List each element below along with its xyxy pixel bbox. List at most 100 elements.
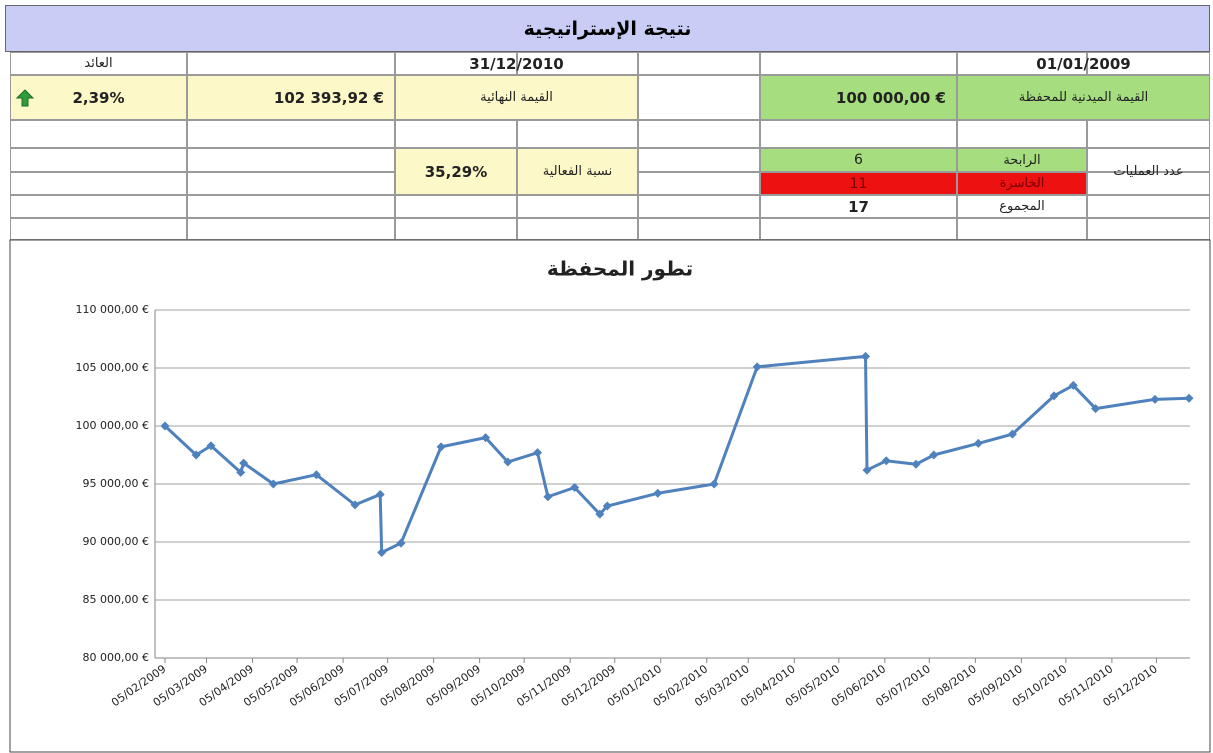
- data-point: [602, 501, 612, 511]
- start-date: 01/01/2009: [957, 52, 1210, 75]
- cell: [10, 172, 187, 195]
- cell: [760, 218, 957, 240]
- cell: [10, 120, 187, 148]
- cell: [638, 75, 760, 120]
- cell: [638, 218, 760, 240]
- cell: [395, 120, 517, 148]
- cell: [517, 218, 638, 240]
- x-tick-label: 05/05/2009: [241, 662, 300, 709]
- y-tick-label: 95 000,00 €: [83, 477, 149, 490]
- x-tick-label: 05/06/2010: [829, 662, 888, 709]
- cell: [1087, 218, 1210, 240]
- data-point: [436, 442, 446, 452]
- cell: [760, 120, 957, 148]
- data-point: [503, 457, 513, 467]
- trades-label: عدد العمليات: [1087, 148, 1210, 195]
- losing-count: 11: [760, 172, 957, 195]
- x-tick-label: 05/07/2009: [332, 662, 391, 709]
- cell: [187, 120, 395, 148]
- x-tick-label: 05/02/2009: [109, 662, 168, 709]
- data-point: [709, 479, 719, 489]
- x-tick-label: 05/08/2009: [378, 662, 437, 709]
- data-point: [911, 459, 921, 469]
- x-tick-label: 05/11/2010: [1056, 662, 1115, 709]
- data-point: [206, 441, 216, 451]
- data-point: [1184, 393, 1194, 403]
- cell: [957, 218, 1087, 240]
- cell: [10, 218, 187, 240]
- cell: [187, 52, 395, 75]
- cell: [395, 218, 517, 240]
- final-value: 102 393,92 €: [187, 75, 395, 120]
- data-point: [1007, 429, 1017, 439]
- data-point: [752, 362, 762, 372]
- data-point: [881, 456, 891, 466]
- data-point: [481, 433, 491, 443]
- return-cell: 2,39%: [10, 75, 187, 120]
- data-point: [268, 479, 278, 489]
- cell: [1087, 195, 1210, 218]
- sheet-title: نتيجة الإستراتيجية: [5, 5, 1210, 52]
- data-point: [311, 470, 321, 480]
- chart-title: تطور المحفظة: [547, 257, 693, 281]
- data-point: [929, 450, 939, 460]
- winning-count: 6: [760, 148, 957, 172]
- x-tick-label: 05/03/2010: [692, 662, 751, 709]
- x-tick-label: 05/01/2010: [605, 662, 664, 709]
- cell: [187, 218, 395, 240]
- efficiency-label: نسبة الفعالية: [517, 148, 638, 195]
- cell: [517, 120, 638, 148]
- cell: [187, 195, 395, 218]
- data-point: [377, 547, 387, 557]
- chart-frame: [9, 239, 1211, 753]
- x-tick-label: 05/04/2010: [738, 662, 797, 709]
- data-point: [543, 492, 553, 502]
- winning-label: الرابحة: [957, 148, 1087, 172]
- cell: [517, 195, 638, 218]
- data-point: [350, 500, 360, 510]
- data-point: [1049, 391, 1059, 401]
- x-tick-label: 05/02/2010: [651, 662, 710, 709]
- x-tick-label: 05/12/2010: [1100, 662, 1159, 709]
- x-tick-label: 05/04/2009: [197, 662, 256, 709]
- x-tick-label: 05/05/2010: [783, 662, 842, 709]
- data-point: [653, 488, 663, 498]
- up-arrow-icon: [15, 89, 35, 107]
- data-point: [160, 421, 170, 431]
- losing-label: الخاسرة: [957, 172, 1087, 195]
- data-point: [861, 351, 871, 361]
- cell: [395, 195, 517, 218]
- data-point: [191, 450, 201, 460]
- data-point: [236, 467, 246, 477]
- return-value: 2,39%: [72, 88, 125, 107]
- cell: [1087, 120, 1210, 148]
- initial-value: 100 000,00 €: [760, 75, 957, 120]
- x-tick-label: 05/09/2009: [424, 662, 483, 709]
- data-point: [973, 438, 983, 448]
- cell: [638, 120, 760, 148]
- x-tick-label: 05/06/2009: [287, 662, 346, 709]
- data-point: [570, 482, 580, 492]
- cell: [760, 52, 957, 75]
- x-tick-label: 05/10/2009: [468, 662, 527, 709]
- y-tick-label: 100 000,00 €: [76, 419, 149, 432]
- efficiency-value: 35,29%: [395, 148, 517, 195]
- x-tick-label: 05/10/2010: [1010, 662, 1069, 709]
- final-label: القيمة النهائية: [395, 75, 638, 120]
- y-tick-label: 90 000,00 €: [83, 535, 149, 548]
- y-tick-label: 105 000,00 €: [76, 361, 149, 374]
- cell: [638, 195, 760, 218]
- cell: [638, 52, 760, 75]
- data-point: [1091, 404, 1101, 414]
- cell: [638, 172, 760, 195]
- data-point: [862, 465, 872, 475]
- data-point: [595, 509, 605, 519]
- cell: [187, 148, 395, 172]
- data-point: [1150, 394, 1160, 404]
- data-point: [375, 489, 385, 499]
- return-label: العائد: [10, 52, 187, 75]
- x-tick-label: 05/07/2010: [873, 662, 932, 709]
- y-tick-label: 110 000,00 €: [76, 303, 149, 316]
- x-tick-label: 05/09/2010: [965, 662, 1024, 709]
- cell: [187, 172, 395, 195]
